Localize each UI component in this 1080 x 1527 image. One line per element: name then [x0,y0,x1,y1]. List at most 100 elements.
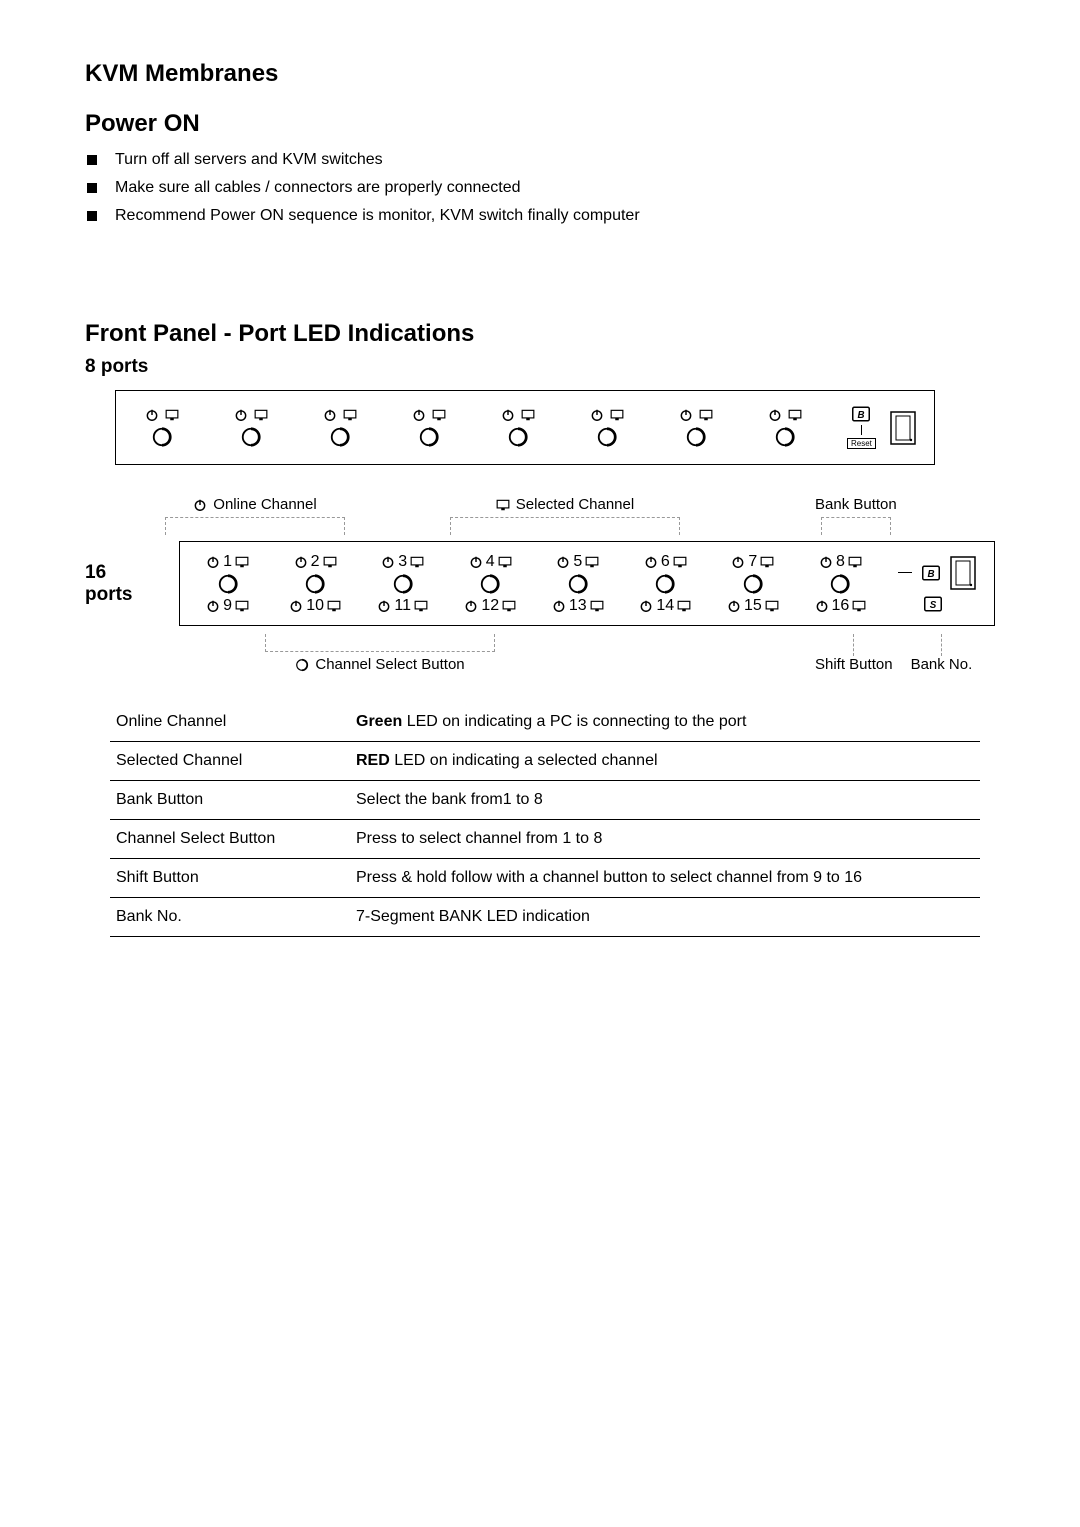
channel-select-button[interactable] [774,426,796,448]
def-desc: Green LED on indicating a PC is connecti… [350,703,980,742]
port-number: 7 [748,553,757,571]
power-icon [644,555,658,569]
power-icon [289,599,303,613]
reset-label: Reset [847,438,876,449]
port-number: 10 [306,597,324,615]
monitor-icon [235,599,249,613]
def-term: Bank Button [110,781,350,820]
port-number: 9 [223,597,232,615]
selected-channel-label: Selected Channel [516,496,634,513]
panel-16-port: 1 9 2 10 3 11 4 12 5 13 [179,541,995,626]
monitor-icon [410,555,424,569]
monitor-icon [673,555,687,569]
monitor-icon [610,408,624,422]
table-row: Channel Select Button Press to select ch… [110,820,980,859]
port-number: 8 [836,553,845,571]
mid-annotations: Online Channel Selected Channel Bank But… [145,495,995,535]
channel-select-button[interactable] [596,426,618,448]
port-column [669,408,724,448]
bank-button[interactable]: B [852,406,870,422]
port-column: 2 10 [285,553,345,615]
table-row: Online Channel Green LED on indicating a… [110,703,980,742]
channel-select-button[interactable] [654,573,676,595]
table-row: Selected Channel RED LED on indicating a… [110,742,980,781]
channel-select-button[interactable] [567,573,589,595]
shift-button-label: Shift Button [815,656,893,673]
channel-select-button[interactable] [742,573,764,595]
bullet-icon [87,183,97,193]
power-icon [727,599,741,613]
port-column: 4 12 [460,553,520,615]
def-term: Shift Button [110,859,350,898]
bank-number-display [890,411,916,445]
front-panel-heading: Front Panel - Port LED Indications [85,320,995,348]
definitions-table: Online Channel Green LED on indicating a… [110,703,980,937]
def-desc: 7-Segment BANK LED indication [350,898,980,937]
panel8-right-group: B Reset [847,406,916,449]
monitor-icon [521,408,535,422]
port-number: 12 [481,597,499,615]
monitor-icon [498,555,512,569]
channel-select-button[interactable] [329,426,351,448]
port-column [758,408,813,448]
channel-select-button[interactable] [217,573,239,595]
port-column: 8 16 [810,553,870,615]
bank-button[interactable]: B [922,565,940,581]
def-term: Bank No. [110,898,350,937]
port-number: 1 [223,553,232,571]
power-icon [819,555,833,569]
table-row: Bank Button Select the bank from1 to 8 [110,781,980,820]
def-term: Online Channel [110,703,350,742]
def-term: Selected Channel [110,742,350,781]
power-icon [768,408,782,422]
channel-select-button[interactable] [151,426,173,448]
port-column [134,408,189,448]
channel-select-button[interactable] [829,573,851,595]
monitor-icon [765,599,779,613]
bullet-text: Turn off all servers and KVM switches [115,146,383,174]
channel-select-button[interactable] [685,426,707,448]
bank-no-label: Bank No. [911,656,973,673]
power-icon [206,555,220,569]
shift-button[interactable]: S [924,596,942,612]
monitor-icon [432,408,446,422]
bullet-text: Recommend Power ON sequence is monitor, … [115,202,640,230]
channel-select-label: Channel Select Button [315,656,464,673]
power-icon [552,599,566,613]
power-icon [464,599,478,613]
panel16-right-group: B S [898,556,976,612]
ports16-heading: 16 ports [85,562,159,606]
def-desc: Press & hold follow with a channel butto… [350,859,980,898]
port-number: 13 [569,597,587,615]
port-number: 3 [398,553,407,571]
power-icon [815,599,829,613]
monitor-icon [235,555,249,569]
channel-select-button[interactable] [418,426,440,448]
port-number: 2 [311,553,320,571]
bank-number-display [950,556,976,590]
port-column [580,408,635,448]
channel-select-button[interactable] [507,426,529,448]
channel-select-button[interactable] [479,573,501,595]
power-icon [145,408,159,422]
port-number: 11 [394,597,411,615]
monitor-icon [677,599,691,613]
def-term: Channel Select Button [110,820,350,859]
under16-annotations: Channel Select Button Shift Button Bank … [265,634,995,673]
monitor-icon [165,408,179,422]
bullet-icon [87,211,97,221]
monitor-icon [852,599,866,613]
port-number: 15 [744,597,762,615]
port-column: 1 9 [198,553,258,615]
ports8-heading: 8 ports [85,356,995,378]
channel-select-button[interactable] [240,426,262,448]
monitor-icon [254,408,268,422]
power-icon [234,408,248,422]
port-number: 16 [832,597,850,615]
monitor-icon [327,599,341,613]
power-icon [377,599,391,613]
monitor-icon [502,599,516,613]
channel-select-button[interactable] [304,573,326,595]
power-icon [206,599,220,613]
channel-select-button[interactable] [392,573,414,595]
